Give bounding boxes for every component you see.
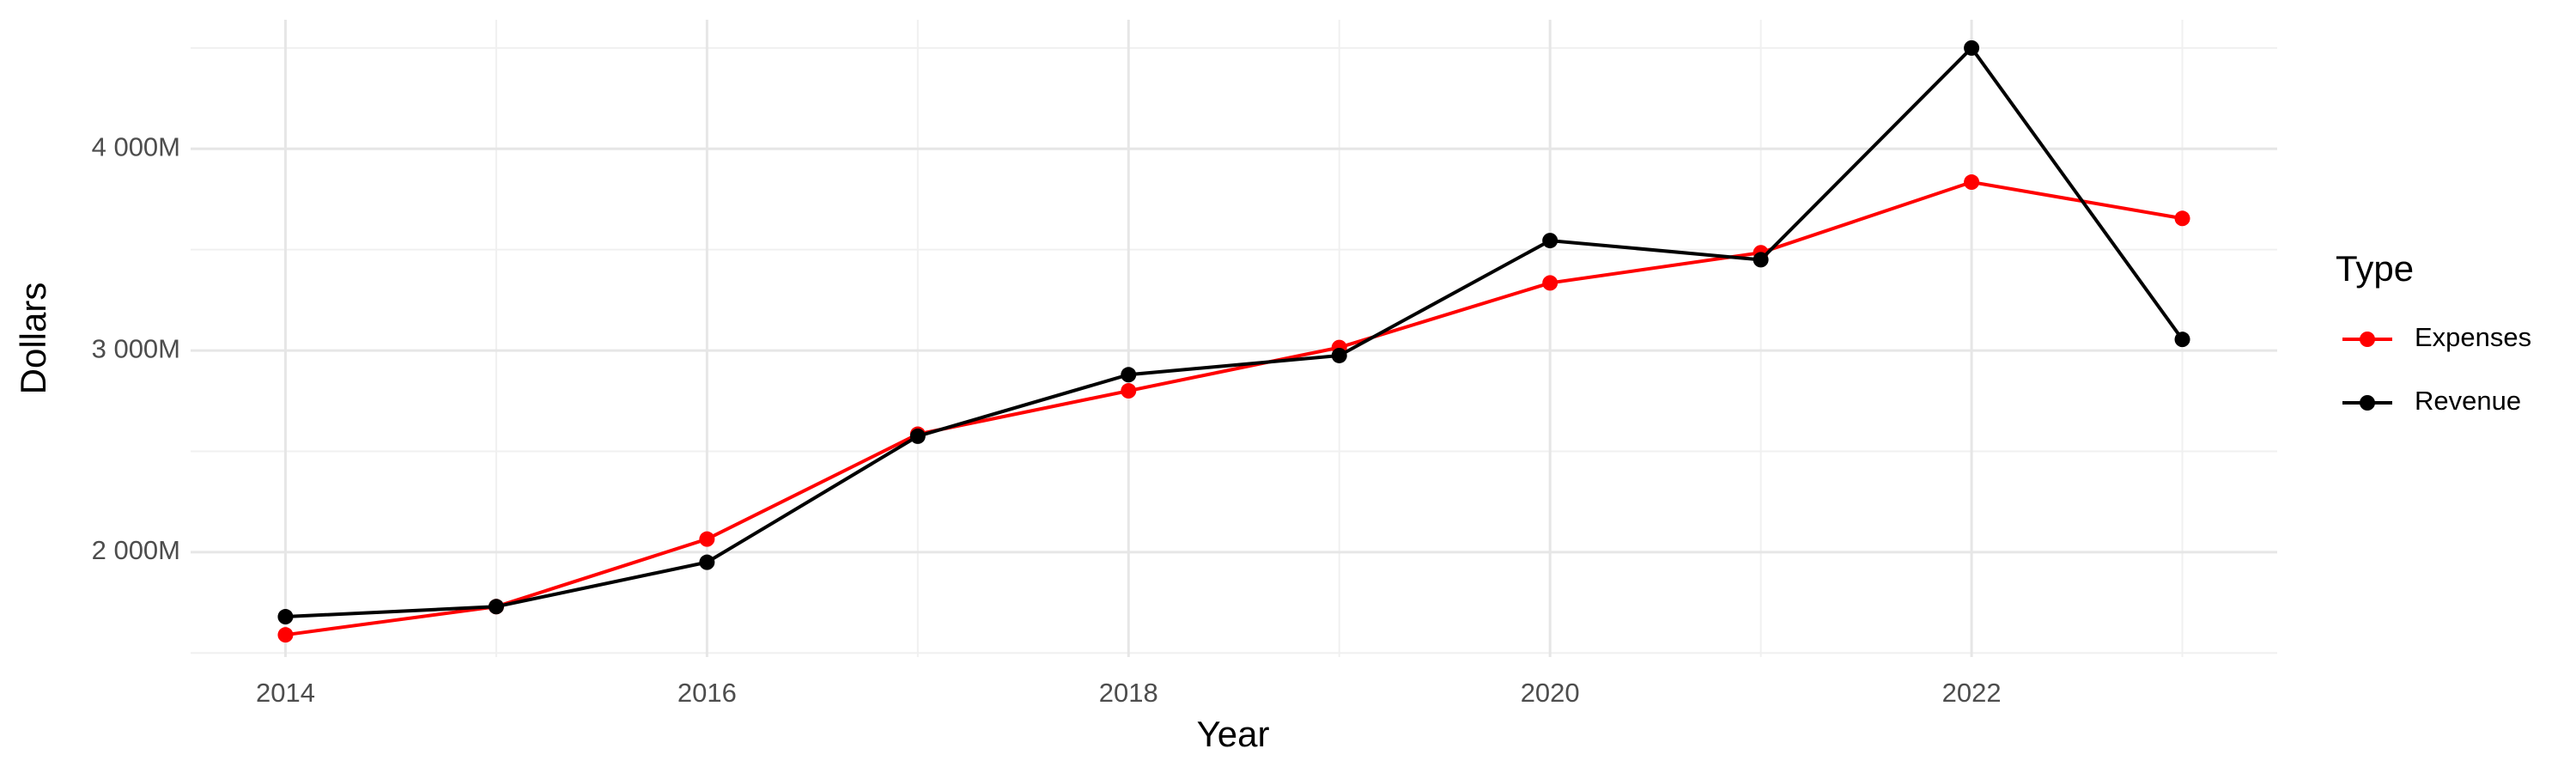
data-point <box>1121 383 1137 399</box>
data-point <box>1964 174 1980 191</box>
legend-key-point <box>2360 332 2375 347</box>
data-point <box>909 428 926 444</box>
y-tick-label: 3 000M <box>92 333 180 363</box>
x-tick-label: 2022 <box>1942 678 2002 708</box>
data-point <box>277 627 294 643</box>
data-point <box>488 599 504 615</box>
data-point <box>1542 275 1558 291</box>
y-tick-label: 2 000M <box>92 535 180 565</box>
series-line <box>285 45 2184 619</box>
x-tick-label: 2020 <box>1521 678 1580 708</box>
y-axis-title: Dollars <box>13 283 53 395</box>
legend-title: Type <box>2336 248 2414 289</box>
data-point <box>2174 210 2190 227</box>
legend-label: Revenue <box>2415 386 2521 416</box>
data-point <box>1542 233 1558 249</box>
data-point <box>1753 252 1769 268</box>
data-point <box>699 531 715 547</box>
legend-key-point <box>2360 395 2375 411</box>
data-point <box>2174 332 2190 348</box>
data-point <box>1121 367 1137 383</box>
series-line <box>285 180 2183 637</box>
data-point <box>699 554 715 570</box>
data-point <box>1964 40 1980 56</box>
x-axis-title: Year <box>1197 714 1270 754</box>
legend-label: Expenses <box>2415 322 2531 352</box>
data-point <box>1331 347 1347 363</box>
x-tick-label: 2016 <box>677 678 737 708</box>
x-tick-label: 2018 <box>1099 678 1158 708</box>
data-point <box>277 609 294 625</box>
y-tick-label: 4 000M <box>92 131 180 161</box>
x-tick-label: 2014 <box>256 678 315 708</box>
